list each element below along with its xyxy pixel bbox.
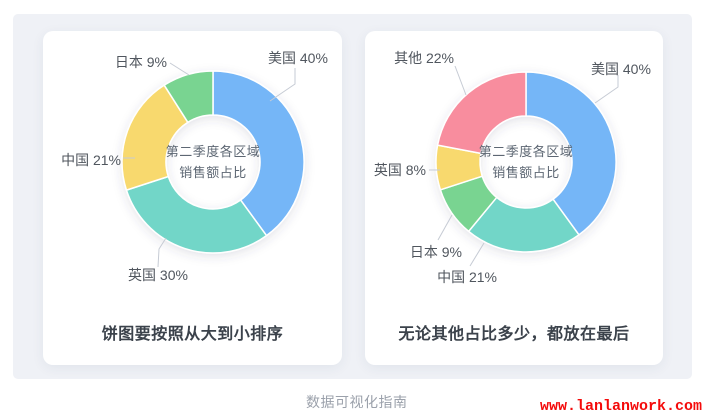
slice-label-3: 英国 8% — [374, 162, 426, 178]
slice-label-3: 日本 9% — [115, 54, 167, 70]
chart-caption-left: 饼图要按照从大到小排序 — [101, 326, 284, 343]
leader-line-2 — [437, 214, 453, 241]
chart-caption-right: 无论其他占比多少，都放在最后 — [398, 326, 630, 343]
slice-label-1: 中国 21% — [437, 269, 497, 285]
donut-ring — [435, 71, 617, 253]
slice-label-4: 其他 22% — [394, 50, 454, 66]
leader-line-1 — [469, 242, 485, 267]
donut-slice-0 — [525, 71, 617, 236]
slice-label-2: 中国 21% — [61, 152, 121, 168]
leader-line-3 — [169, 62, 190, 76]
watermark-link[interactable]: www.lanlanwork.com — [539, 398, 702, 415]
donut-slice-3 — [163, 70, 214, 124]
donut-slice-2 — [121, 84, 189, 191]
chart-card-right: 美国 40% 中国 21% 日本 9% 英国 8% 其他 22% 第二季度各区域 销售额… — [365, 31, 663, 365]
donut-slice-0 — [212, 70, 305, 237]
donut-slice-4 — [436, 71, 527, 155]
slice-label-2: 日本 9% — [410, 244, 462, 260]
chart-card-left: 美国 40% 英国 30% 中国 21% 日本 9% 第二季度各区域 销售额占比 饼图… — [43, 31, 342, 365]
footer-note: 数据可视化指南 — [306, 394, 408, 410]
donut-center-title-left: 第二季度各区域 销售额占比 — [166, 141, 261, 183]
slice-label-0: 美国 40% — [268, 50, 328, 66]
center-title-line2: 销售额占比 — [179, 165, 247, 180]
center-title-line1: 第二季度各区域 — [478, 144, 574, 159]
donut-chart-right: 美国 40% 中国 21% 日本 9% 英国 8% 其他 22% — [374, 50, 651, 285]
donut-slice-1 — [467, 196, 580, 253]
donut-slice-1 — [125, 175, 268, 254]
slice-label-0: 美国 40% — [591, 61, 651, 77]
leader-line-4 — [454, 65, 467, 96]
center-title-line1: 第二季度各区域 — [165, 144, 261, 159]
donut-ring — [121, 70, 305, 254]
background-panel: 美国 40% 英国 30% 中国 21% 日本 9% 第二季度各区域 销售额占比 饼图… — [13, 14, 692, 379]
center-title-line2: 销售额占比 — [492, 165, 560, 180]
donut-center-title-right: 第二季度各区域 销售额占比 — [479, 141, 574, 183]
donut-chart-left: 美国 40% 英国 30% 中国 21% 日本 9% — [61, 50, 328, 283]
leader-line-0 — [594, 75, 619, 104]
leader-line-0 — [269, 68, 296, 102]
slice-label-1: 英国 30% — [128, 267, 188, 283]
leader-line-1 — [157, 237, 167, 268]
